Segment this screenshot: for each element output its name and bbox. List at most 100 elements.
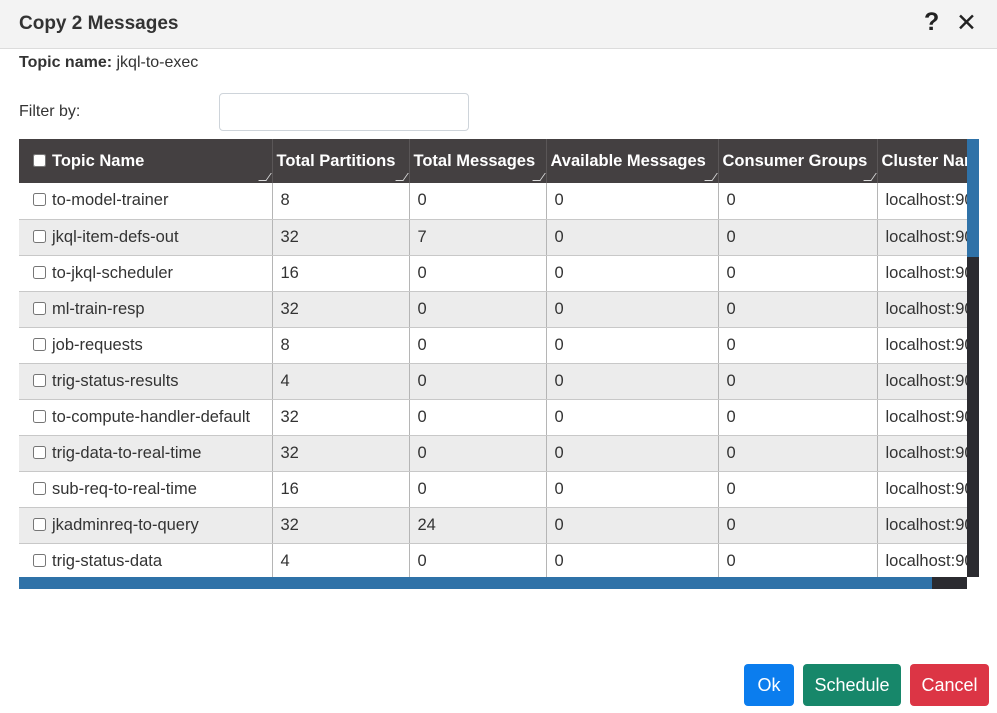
row-select-checkbox[interactable] — [33, 373, 46, 387]
cluster-name-cell: localhost:9092 — [877, 327, 967, 364]
table-row[interactable]: trig-data-to-real-time 32 0 0 0 localhost:909… — [19, 435, 967, 472]
row-select-checkbox[interactable] — [33, 337, 46, 351]
column-resize-handle[interactable] — [703, 173, 717, 181]
cell-value: 0 — [726, 299, 736, 318]
total-partitions-cell: 32 — [272, 507, 410, 544]
cell-value: 8 — [280, 335, 290, 354]
filter-label: Filter by: — [19, 103, 81, 120]
total-messages-cell: 0 — [409, 291, 547, 328]
cluster-name-cell: localhost:9092 — [877, 435, 967, 472]
cell-value: sub-req-to-real-time — [52, 479, 197, 498]
column-header-topic-name[interactable]: Topic Name — [19, 139, 273, 183]
cell-value: 0 — [417, 263, 427, 282]
column-header-label: Cluster Name — [881, 151, 968, 170]
total-partitions-cell: 4 — [272, 363, 410, 400]
close-icon[interactable]: ✕ — [956, 9, 977, 37]
cell-value: 0 — [554, 515, 564, 534]
column-header-consumer-groups[interactable]: Consumer Groups — [718, 139, 878, 183]
cell-value: 0 — [726, 371, 736, 390]
cluster-name-cell: localhost:9092 — [877, 255, 967, 292]
dialog-title: Copy 2 Messages — [19, 13, 179, 34]
table-row[interactable]: trig-status-results 4 0 0 0 localhost:9092 — [19, 363, 967, 400]
cell-value: 32 — [280, 299, 299, 318]
topics-table: Topic Name Total Partitions Total Messag… — [19, 139, 967, 577]
topic-name-label: Topic name: — [19, 54, 113, 71]
cell-value: 0 — [726, 443, 736, 462]
consumer-groups-cell: 0 — [718, 471, 878, 508]
table-body: to-model-trainer8000localhost:9092jkql-i… — [19, 183, 967, 577]
topic-name-cell: trig-status-results — [19, 363, 273, 400]
table-row[interactable]: jkadminreq-to-query 32 24 0 0 localhost:9092 — [19, 507, 967, 544]
row-select-checkbox[interactable] — [33, 481, 46, 495]
table-row[interactable]: to-compute-handler-default 32 0 0 0 localhost… — [19, 399, 967, 436]
row-select-checkbox[interactable] — [33, 409, 46, 423]
horizontal-scroll-thumb[interactable] — [19, 577, 932, 589]
total-partitions-cell: 32 — [272, 219, 410, 256]
column-header-cluster-name[interactable]: Cluster Name — [877, 139, 967, 183]
cancel-button[interactable]: Cancel — [910, 664, 989, 706]
filter-input[interactable] — [219, 93, 469, 131]
cell-value: localhost:9092 — [885, 191, 968, 210]
table-row[interactable]: sub-req-to-real-time 16 0 0 0 localhost:9092 — [19, 471, 967, 508]
column-resize-handle[interactable] — [862, 173, 876, 181]
cell-value: 16 — [280, 263, 299, 282]
consumer-groups-cell: 0 — [718, 255, 878, 292]
table-row[interactable]: job-requests 8 0 0 0 localhost:9092 — [19, 327, 967, 364]
row-select-checkbox[interactable] — [33, 517, 46, 531]
cell-value: 7 — [417, 227, 427, 246]
horizontal-scrollbar[interactable] — [19, 577, 967, 589]
table-row[interactable]: to-jkql-scheduler 16 0 0 0 localhost:9092 — [19, 255, 967, 292]
topic-name-cell: ml-train-resp — [19, 291, 273, 328]
select-all-checkbox[interactable] — [33, 153, 46, 167]
row-select-checkbox[interactable] — [33, 229, 46, 243]
total-partitions-cell: 32 — [272, 435, 410, 472]
table-row[interactable]: jkql-item-defs-out 32 7 0 0 localhost:9092 — [19, 219, 967, 256]
topic-name-cell: to-compute-handler-default — [19, 399, 273, 436]
consumer-groups-cell: 0 — [718, 507, 878, 544]
schedule-button[interactable]: Schedule — [803, 664, 901, 706]
consumer-groups-cell: 0 — [718, 183, 878, 220]
consumer-groups-cell: 0 — [718, 363, 878, 400]
cluster-name-cell: localhost:9092 — [877, 219, 967, 256]
cell-value: to-jkql-scheduler — [52, 263, 174, 282]
total-partitions-cell: 32 — [272, 291, 410, 328]
cell-value: 4 — [280, 551, 290, 570]
row-select-checkbox[interactable] — [33, 193, 46, 207]
cluster-name-cell: localhost:9092 — [877, 363, 967, 400]
cell-value: 32 — [280, 443, 299, 462]
column-header-total-partitions[interactable]: Total Partitions — [272, 139, 410, 183]
cell-value: 0 — [417, 551, 427, 570]
column-resize-handle[interactable] — [257, 173, 271, 181]
column-header-label: Consumer Groups — [722, 151, 868, 170]
topic-name-cell: trig-status-data — [19, 543, 273, 577]
column-resize-handle[interactable] — [531, 173, 545, 181]
total-messages-cell: 24 — [409, 507, 547, 544]
topic-name-cell: to-model-trainer — [19, 183, 273, 220]
cell-value: 0 — [554, 479, 564, 498]
column-resize-handle[interactable] — [394, 173, 408, 181]
table-row[interactable]: ml-train-resp 32 0 0 0 localhost:9092 — [19, 291, 967, 328]
row-select-checkbox[interactable] — [33, 445, 46, 459]
ok-button[interactable]: Ok — [744, 664, 794, 706]
table-row[interactable]: trig-status-data 4 0 0 0 localhost:9092 — [19, 543, 967, 577]
row-select-checkbox[interactable] — [33, 265, 46, 279]
column-header-available-messages[interactable]: Available Messages — [546, 139, 719, 183]
column-header-total-messages[interactable]: Total Messages — [409, 139, 547, 183]
cell-value: 0 — [554, 191, 564, 210]
help-icon[interactable]: ? — [924, 8, 940, 36]
topic-name-cell: trig-data-to-real-time — [19, 435, 273, 472]
cell-value: to-model-trainer — [52, 191, 169, 210]
vertical-scrollbar[interactable] — [967, 139, 979, 577]
total-partitions-cell: 8 — [272, 183, 410, 220]
dialog-titlebar: Copy 2 Messages ? ✕ — [0, 0, 997, 49]
cell-value: 0 — [417, 299, 427, 318]
row-select-checkbox[interactable] — [33, 301, 46, 315]
cell-value: 0 — [726, 191, 736, 210]
consumer-groups-cell: 0 — [718, 543, 878, 577]
cell-value: ml-train-resp — [52, 299, 145, 318]
table-row[interactable]: to-model-trainer 8 0 0 0 localhost:9092 — [19, 183, 968, 220]
vertical-scroll-thumb[interactable] — [967, 139, 979, 257]
row-select-checkbox[interactable] — [33, 553, 46, 567]
column-header-label: Total Partitions — [276, 151, 396, 170]
